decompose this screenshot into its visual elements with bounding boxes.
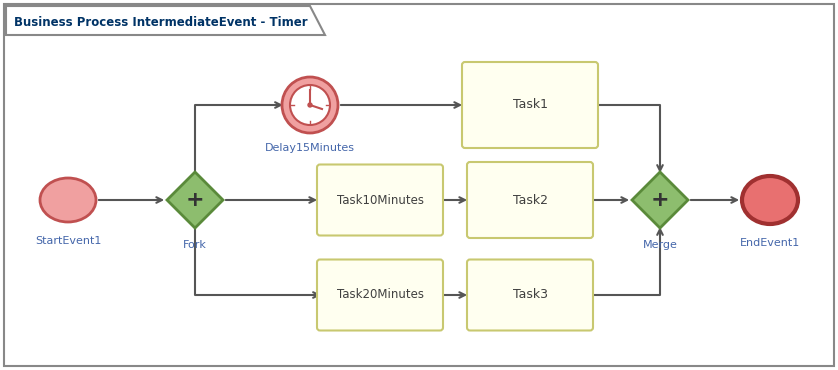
FancyBboxPatch shape bbox=[467, 259, 593, 330]
Polygon shape bbox=[6, 6, 325, 35]
Circle shape bbox=[290, 85, 330, 125]
Text: Task2: Task2 bbox=[513, 194, 547, 206]
Text: Delay15Minutes: Delay15Minutes bbox=[265, 143, 355, 153]
Polygon shape bbox=[632, 172, 688, 228]
Text: EndEvent1: EndEvent1 bbox=[740, 238, 800, 248]
Circle shape bbox=[308, 103, 312, 107]
Ellipse shape bbox=[40, 178, 96, 222]
Text: Task1: Task1 bbox=[513, 98, 547, 111]
FancyBboxPatch shape bbox=[462, 62, 598, 148]
Text: StartEvent1: StartEvent1 bbox=[35, 236, 101, 246]
Text: Business Process IntermediateEvent - Timer: Business Process IntermediateEvent - Tim… bbox=[14, 16, 308, 28]
Text: +: + bbox=[650, 190, 670, 210]
FancyBboxPatch shape bbox=[317, 259, 443, 330]
Text: Merge: Merge bbox=[643, 240, 677, 250]
Text: Fork: Fork bbox=[183, 240, 207, 250]
FancyBboxPatch shape bbox=[317, 165, 443, 235]
FancyBboxPatch shape bbox=[467, 162, 593, 238]
Text: +: + bbox=[186, 190, 204, 210]
Text: Task3: Task3 bbox=[513, 289, 547, 302]
Text: Task10Minutes: Task10Minutes bbox=[337, 194, 423, 206]
Polygon shape bbox=[167, 172, 223, 228]
Text: Task20Minutes: Task20Minutes bbox=[337, 289, 423, 302]
FancyBboxPatch shape bbox=[4, 4, 834, 366]
Ellipse shape bbox=[742, 176, 798, 224]
Circle shape bbox=[282, 77, 338, 133]
